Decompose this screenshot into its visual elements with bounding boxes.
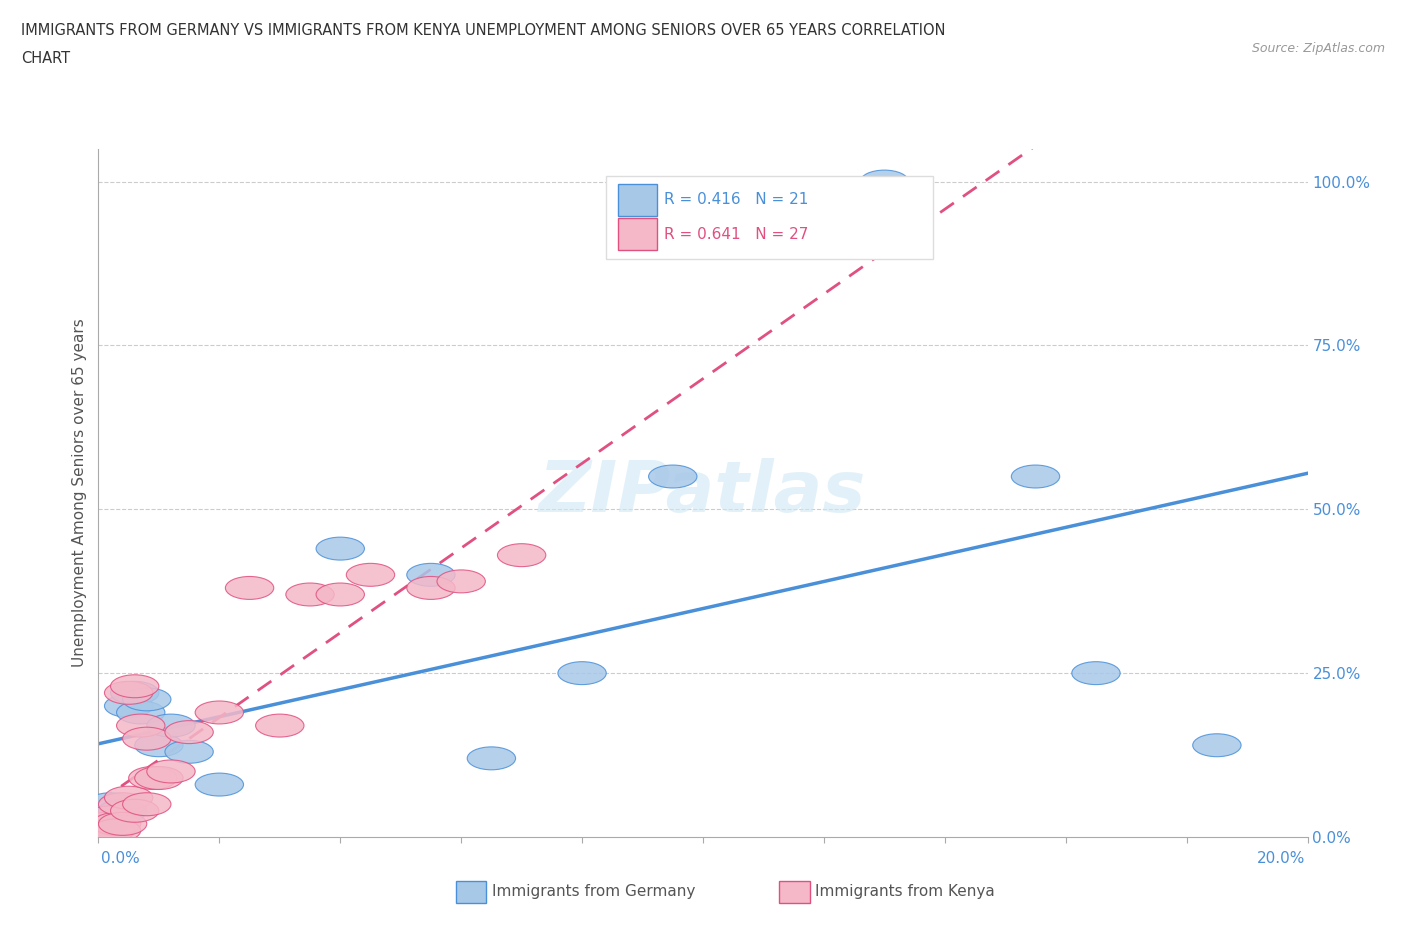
Text: CHART: CHART	[21, 51, 70, 66]
Ellipse shape	[117, 701, 165, 724]
Ellipse shape	[80, 813, 129, 835]
Ellipse shape	[1011, 465, 1060, 488]
Ellipse shape	[1071, 661, 1121, 684]
Ellipse shape	[93, 813, 141, 835]
Ellipse shape	[195, 773, 243, 796]
Ellipse shape	[1192, 734, 1241, 757]
Text: Immigrants from Germany: Immigrants from Germany	[492, 884, 696, 899]
FancyBboxPatch shape	[619, 219, 657, 250]
Y-axis label: Unemployment Among Seniors over 65 years: Unemployment Among Seniors over 65 years	[72, 319, 87, 668]
Text: R = 0.416   N = 21: R = 0.416 N = 21	[664, 193, 808, 207]
Ellipse shape	[860, 170, 908, 193]
Ellipse shape	[86, 792, 135, 816]
Ellipse shape	[98, 799, 146, 822]
Ellipse shape	[316, 583, 364, 606]
Ellipse shape	[558, 661, 606, 684]
Ellipse shape	[256, 714, 304, 737]
Text: ZIPatlas: ZIPatlas	[540, 458, 866, 527]
Ellipse shape	[111, 682, 159, 704]
Ellipse shape	[86, 806, 135, 829]
Ellipse shape	[346, 564, 395, 586]
Ellipse shape	[146, 760, 195, 783]
Ellipse shape	[467, 747, 516, 770]
Ellipse shape	[195, 701, 243, 724]
FancyBboxPatch shape	[606, 177, 932, 259]
FancyBboxPatch shape	[619, 184, 657, 216]
Ellipse shape	[104, 682, 153, 704]
Ellipse shape	[122, 792, 172, 816]
Text: Immigrants from Kenya: Immigrants from Kenya	[815, 884, 995, 899]
Ellipse shape	[146, 714, 195, 737]
Ellipse shape	[104, 695, 153, 717]
Ellipse shape	[498, 544, 546, 566]
Text: 0.0%: 0.0%	[101, 851, 141, 866]
Ellipse shape	[93, 806, 141, 829]
Ellipse shape	[129, 766, 177, 790]
Text: R = 0.641   N = 27: R = 0.641 N = 27	[664, 227, 808, 242]
Ellipse shape	[135, 766, 183, 790]
Ellipse shape	[104, 786, 153, 809]
Ellipse shape	[225, 577, 274, 600]
Ellipse shape	[406, 564, 456, 586]
Ellipse shape	[135, 734, 183, 757]
Ellipse shape	[316, 538, 364, 560]
Ellipse shape	[93, 819, 141, 842]
Ellipse shape	[406, 577, 456, 600]
Ellipse shape	[117, 714, 165, 737]
Ellipse shape	[122, 727, 172, 751]
Ellipse shape	[165, 721, 214, 744]
Ellipse shape	[165, 740, 214, 764]
Ellipse shape	[648, 465, 697, 488]
Text: Source: ZipAtlas.com: Source: ZipAtlas.com	[1251, 42, 1385, 55]
Text: IMMIGRANTS FROM GERMANY VS IMMIGRANTS FROM KENYA UNEMPLOYMENT AMONG SENIORS OVER: IMMIGRANTS FROM GERMANY VS IMMIGRANTS FR…	[21, 23, 946, 38]
Ellipse shape	[80, 813, 129, 835]
Ellipse shape	[285, 583, 335, 606]
Ellipse shape	[98, 792, 146, 816]
Text: 20.0%: 20.0%	[1257, 851, 1305, 866]
Ellipse shape	[98, 813, 146, 835]
Ellipse shape	[437, 570, 485, 592]
Ellipse shape	[111, 799, 159, 822]
Ellipse shape	[86, 819, 135, 842]
Ellipse shape	[122, 688, 172, 711]
Ellipse shape	[111, 675, 159, 698]
